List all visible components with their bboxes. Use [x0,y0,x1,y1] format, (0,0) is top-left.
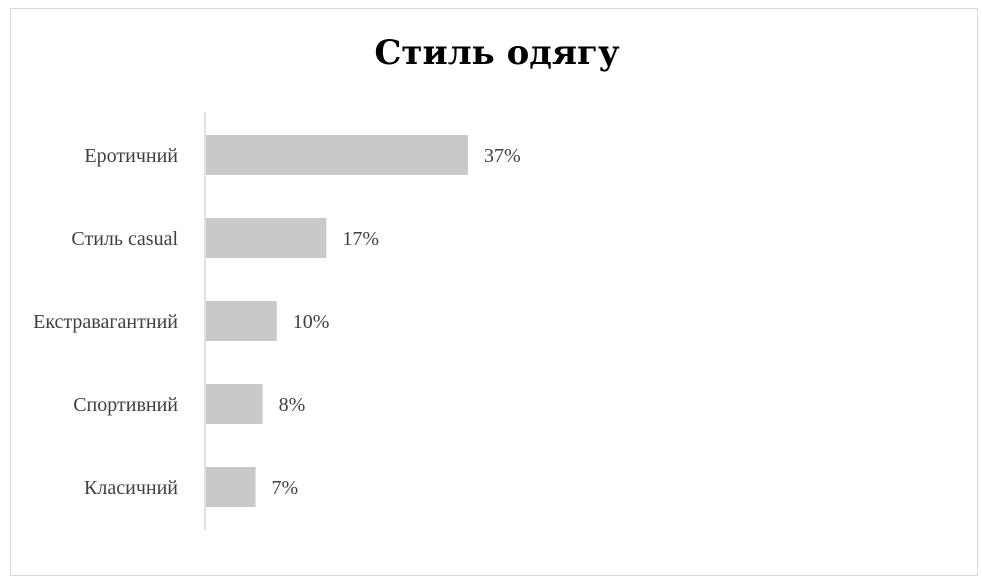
category-label: Екстравагантний [33,311,178,333]
category-label: Класичний [84,477,178,499]
bars-group: Еротичний 37% Стиль casual 17% Екстравагантн… [33,135,521,507]
bar [206,135,468,175]
value-label: 7% [272,477,299,499]
bar [206,301,277,341]
chart-title: Стиль одягу [374,33,620,73]
value-label: 10% [293,311,330,333]
bar [206,384,263,424]
bar [206,467,256,507]
value-label: 8% [279,394,306,416]
category-label: Спортивний [73,394,178,416]
value-label: 17% [342,228,379,250]
category-label: Еротичний [84,145,178,167]
category-label: Стиль casual [71,228,178,250]
chart-frame [10,8,978,576]
value-label: 37% [484,145,521,167]
bar [206,218,327,258]
